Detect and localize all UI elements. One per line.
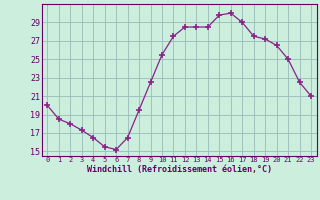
X-axis label: Windchill (Refroidissement éolien,°C): Windchill (Refroidissement éolien,°C) [87,165,272,174]
